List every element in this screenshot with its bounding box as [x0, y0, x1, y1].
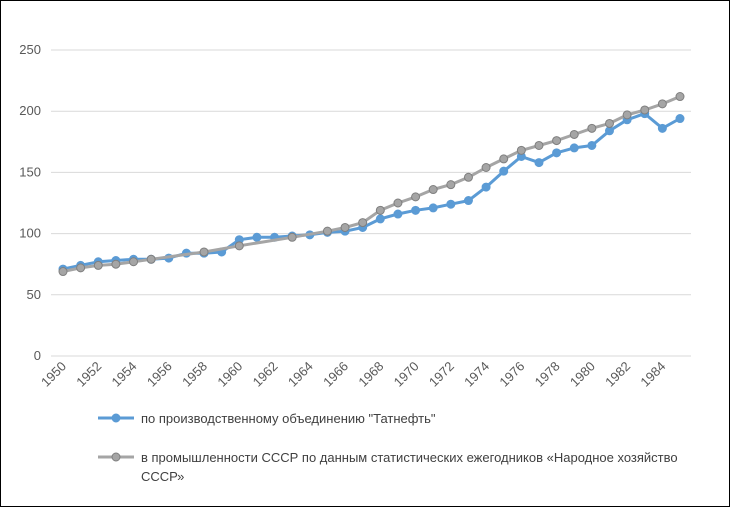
- x-tick-label: 1964: [285, 359, 316, 390]
- series-line-1: [62, 95, 681, 273]
- x-tick-label: 1952: [73, 359, 104, 390]
- data-point-series-0: [252, 232, 262, 242]
- data-point-series-1: [287, 232, 297, 242]
- legend-swatch-blue: [98, 413, 134, 423]
- data-point-series-1: [516, 145, 526, 155]
- x-tick-label: 1984: [637, 359, 668, 390]
- data-point-series-1: [569, 129, 579, 139]
- data-point-series-1: [640, 105, 650, 115]
- data-point-series-1: [199, 247, 209, 257]
- data-point-series-1: [358, 218, 368, 228]
- data-point-series-1: [675, 92, 685, 102]
- data-point-series-1: [340, 222, 350, 232]
- data-point-series-1: [463, 172, 473, 182]
- data-point-series-1: [552, 136, 562, 146]
- data-point-series-0: [657, 123, 667, 133]
- y-tick-label: 200: [19, 103, 41, 118]
- data-point-series-1: [657, 99, 667, 109]
- data-point-series-0: [393, 209, 403, 219]
- data-point-series-0: [428, 203, 438, 213]
- data-point-series-1: [111, 259, 121, 269]
- x-tick-label: 1956: [144, 359, 175, 390]
- data-point-series-0: [675, 114, 685, 124]
- data-point-series-1: [622, 110, 632, 120]
- x-tick-label: 1954: [109, 359, 140, 390]
- data-point-series-0: [375, 214, 385, 224]
- legend-label-tatneft: по производственному объединению "Татнеф…: [141, 411, 436, 426]
- data-point-series-0: [446, 199, 456, 209]
- data-point-series-1: [587, 123, 597, 133]
- data-point-series-1: [129, 257, 139, 267]
- data-point-series-1: [534, 140, 544, 150]
- data-point-series-1: [499, 154, 509, 164]
- data-point-series-1: [58, 267, 68, 277]
- x-tick-label: 1980: [567, 359, 598, 390]
- data-point-series-0: [569, 143, 579, 153]
- data-point-series-0: [463, 196, 473, 206]
- data-point-series-1: [93, 260, 103, 270]
- x-tick-label: 1972: [426, 359, 457, 390]
- data-point-series-1: [446, 180, 456, 190]
- data-point-series-0: [481, 182, 491, 192]
- data-point-series-0: [499, 166, 509, 176]
- x-tick-label: 1978: [532, 359, 563, 390]
- x-axis-tick-labels: 1950 1952 1954 1956 1958 1960 1962 1964 1966 1968…: [38, 359, 668, 390]
- data-point-series-1: [393, 198, 403, 208]
- data-point-series-1: [428, 185, 438, 195]
- y-axis-tick-labels: 0 50 100 150 200 250: [19, 42, 41, 363]
- x-tick-label: 1970: [391, 359, 422, 390]
- data-point-series-1: [481, 163, 491, 173]
- x-tick-label: 1960: [214, 359, 245, 390]
- data-point-series-1: [322, 226, 332, 236]
- series-lines: [58, 92, 685, 277]
- data-point-series-0: [552, 148, 562, 158]
- y-tick-label: 150: [19, 164, 41, 179]
- x-tick-label: 1976: [496, 359, 527, 390]
- x-tick-label: 1968: [355, 359, 386, 390]
- series-line-0: [62, 112, 681, 271]
- x-tick-label: 1950: [38, 359, 69, 390]
- y-tick-label: 250: [19, 42, 41, 57]
- legend-label-ussr: в промышленности СССР по данным статисти…: [141, 450, 678, 484]
- data-point-series-1: [146, 254, 156, 264]
- legend-item-tatneft: по производственному объединению "Татнеф…: [97, 409, 697, 428]
- y-tick-label: 100: [19, 226, 41, 241]
- legend-swatch-gray: [98, 452, 134, 462]
- gridlines: [51, 49, 691, 357]
- data-point-series-1: [604, 118, 614, 128]
- y-tick-label: 0: [34, 348, 41, 363]
- data-point-series-0: [604, 126, 614, 136]
- data-point-series-1: [234, 241, 244, 251]
- data-point-series-0: [411, 205, 421, 215]
- data-point-series-0: [534, 158, 544, 168]
- data-point-series-1: [375, 205, 385, 215]
- y-tick-label: 50: [27, 287, 41, 302]
- legend-item-ussr: в промышленности СССР по данным статисти…: [97, 448, 697, 486]
- x-tick-label: 1962: [250, 359, 281, 390]
- x-tick-label: 1966: [320, 359, 351, 390]
- x-tick-label: 1982: [602, 359, 633, 390]
- x-tick-label: 1974: [461, 359, 492, 390]
- legend: по производственному объединению "Татнеф…: [97, 409, 697, 486]
- data-point-series-1: [411, 192, 421, 202]
- data-point-series-1: [76, 263, 86, 273]
- data-point-series-0: [587, 140, 597, 150]
- x-tick-label: 1958: [179, 359, 210, 390]
